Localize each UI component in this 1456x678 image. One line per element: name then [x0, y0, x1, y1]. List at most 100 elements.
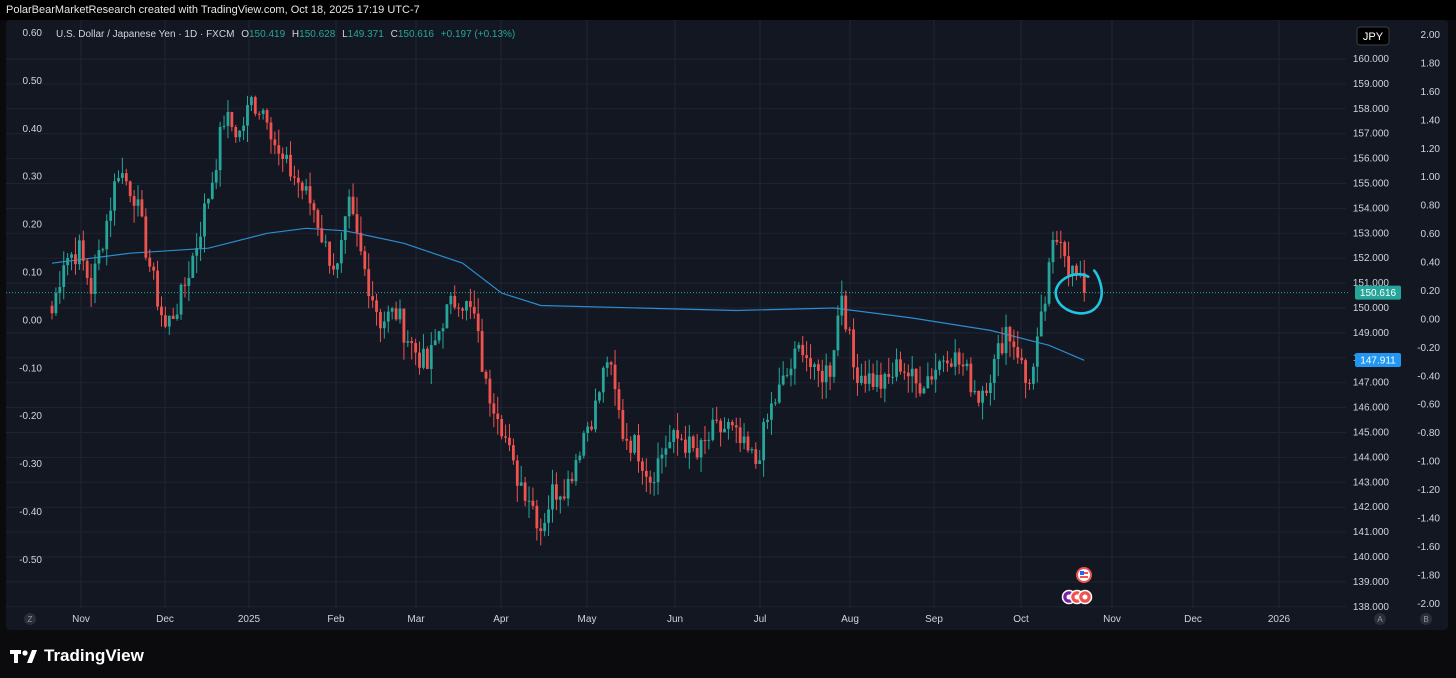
event-markers[interactable]	[1061, 567, 1093, 605]
candle-body	[684, 439, 687, 453]
candle	[1024, 358, 1027, 399]
candle-body	[511, 445, 515, 461]
candle-body	[437, 331, 441, 341]
legend-symbol: U.S. Dollar / Japanese Yen · 1D · FXCM	[56, 29, 234, 40]
candle	[539, 518, 543, 546]
candle-body	[183, 284, 187, 286]
candle	[253, 95, 257, 117]
candle	[687, 424, 691, 469]
brand-name: TradingView	[44, 646, 144, 665]
candle	[664, 435, 668, 467]
candle	[547, 495, 550, 536]
candle	[746, 431, 750, 453]
candle	[167, 315, 171, 336]
corner-button-z[interactable]: Z	[24, 613, 36, 625]
candle-body	[269, 122, 273, 140]
candle-body	[97, 250, 101, 264]
candle	[957, 348, 961, 375]
candle-body	[62, 265, 66, 287]
candle	[203, 193, 206, 253]
candle	[770, 391, 773, 436]
candle	[1000, 327, 1004, 356]
price-axis-label: 149.000	[1353, 328, 1390, 339]
candle	[625, 422, 629, 450]
candle-body	[981, 390, 984, 403]
candle-body	[418, 352, 421, 368]
candle-body	[277, 145, 281, 154]
candle-body	[738, 427, 742, 444]
candle	[813, 362, 816, 380]
price-axis-label: 139.000	[1353, 577, 1390, 588]
candle-body	[734, 425, 738, 428]
candle-body	[390, 308, 394, 312]
candle	[1012, 329, 1016, 360]
candle-body	[727, 421, 730, 429]
candle-body	[105, 220, 109, 250]
currency-badge[interactable]: JPY	[1356, 26, 1390, 46]
corner-button-b[interactable]: B	[1420, 613, 1432, 625]
candle	[644, 458, 648, 492]
candle	[105, 214, 109, 266]
left-axis-label: 0.50	[23, 76, 43, 87]
candle-body	[758, 460, 762, 465]
osc-axis-label: -0.40	[1417, 371, 1440, 382]
candle	[605, 356, 609, 377]
price-axis[interactable]: 160.000 159.000 158.000 157.000 156.000 155.0…	[1353, 54, 1390, 613]
osc-axis-label: 0.20	[1421, 286, 1441, 297]
candle	[93, 254, 97, 304]
event-icon-dot	[1082, 594, 1088, 600]
candle	[222, 115, 226, 130]
candlestick-chart[interactable]: 0.60 0.50 0.40 0.30 0.20 0.10 0.00 -0.10 -0.20 -0…	[6, 20, 1448, 630]
corner-button-a[interactable]: A	[1374, 613, 1386, 625]
candle-body	[836, 315, 840, 351]
time-axis-label: 2026	[1268, 614, 1291, 625]
candle-body	[1059, 241, 1063, 243]
candle	[437, 330, 441, 344]
candle-body	[949, 363, 953, 367]
candle-body	[109, 210, 113, 221]
candle-body	[406, 341, 410, 343]
candle	[863, 360, 867, 393]
candle	[656, 442, 660, 495]
candle	[652, 472, 656, 496]
candle-body	[554, 484, 558, 500]
osc-axis-label: 1.20	[1421, 144, 1441, 155]
candle-body	[89, 278, 93, 294]
candle	[257, 111, 261, 120]
candle	[97, 239, 101, 271]
price-axis-label: 157.000	[1353, 129, 1390, 140]
candle-body	[895, 359, 898, 377]
candle-body	[789, 368, 793, 376]
candle	[511, 438, 515, 465]
candle	[859, 363, 863, 386]
candle-body	[218, 127, 222, 171]
candle-body	[977, 390, 981, 403]
candle	[504, 424, 507, 443]
candle-body	[429, 345, 433, 369]
tradingview-logo[interactable]: TradingView	[10, 646, 144, 666]
candle	[840, 280, 844, 326]
candle-body	[742, 436, 746, 444]
candle	[85, 258, 89, 285]
candle-body	[163, 315, 167, 327]
candle-body	[398, 308, 402, 320]
candle-body	[773, 402, 777, 404]
legend-close-value: 150.616	[398, 29, 435, 40]
time-axis[interactable]: Nov Dec 2025 Feb Mar Apr May Jun Jul Aug Sep Oct Nov…	[72, 614, 1290, 625]
price-axis-label: 143.000	[1353, 477, 1390, 488]
candle	[727, 418, 730, 440]
candle-body	[77, 240, 81, 265]
candle-body	[570, 478, 574, 482]
candle	[609, 360, 613, 376]
candle-body	[828, 365, 832, 377]
left-axis-label: 0.60	[23, 28, 43, 39]
time-axis-label: Nov	[72, 614, 90, 625]
candle-body	[171, 315, 175, 319]
candle-body	[371, 296, 375, 301]
candle	[543, 513, 547, 537]
left-axis-label: -0.20	[19, 411, 42, 422]
price-axis-label: 155.000	[1353, 179, 1390, 190]
candle	[113, 173, 116, 226]
candle-body	[117, 177, 120, 182]
candle	[613, 350, 617, 406]
